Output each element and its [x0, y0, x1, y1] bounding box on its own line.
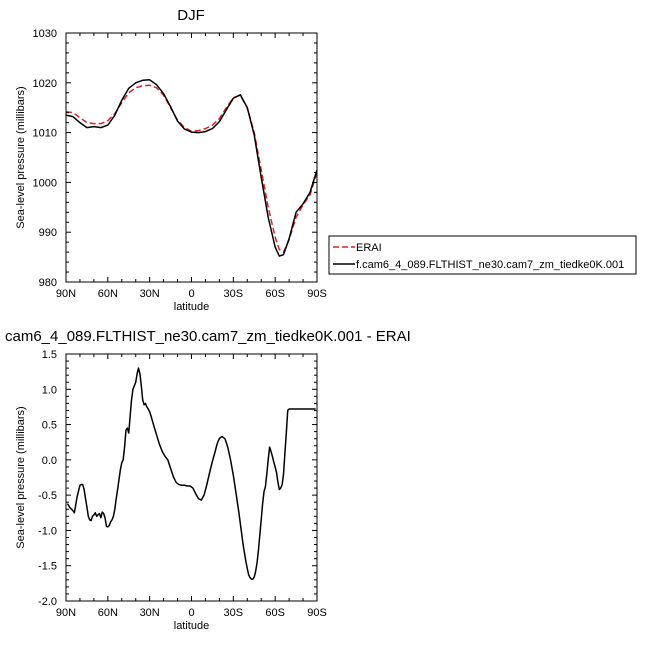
series-line-1	[66, 367, 316, 580]
plot-frame	[65, 32, 318, 283]
legend-label-2: f.cam6_4_089.FLTHIST_ne30.cam7_zm_tiedke…	[356, 259, 624, 271]
y-tick-label: 980	[39, 277, 57, 289]
y-axis-label: Sea-level pressure (millibars)	[15, 86, 27, 228]
x-tick-label: 90N	[56, 607, 76, 619]
y-tick-label: 1020	[33, 78, 57, 90]
y-tick-label: 990	[39, 227, 57, 239]
y-tick-label: -1.0	[38, 525, 57, 537]
x-tick-label: 0	[188, 607, 194, 619]
chart-title: DJF	[177, 7, 205, 24]
y-tick-label: -2.0	[38, 596, 57, 608]
x-tick-label: 90N	[56, 288, 76, 300]
y-tick-label: 1030	[33, 28, 57, 40]
x-tick-label: 60N	[98, 607, 118, 619]
x-tick-label: 60N	[98, 288, 118, 300]
x-tick-label: 60S	[265, 288, 285, 300]
x-tick-label: 90S	[307, 607, 327, 619]
y-tick-label: 1.0	[42, 384, 57, 396]
chart-2: cam6_4_089.FLTHIST_ne30.cam7_zm_tiedke0K…	[5, 328, 411, 632]
series-line-2	[66, 79, 317, 257]
y-axis-label: Sea-level pressure (millibars)	[15, 406, 27, 548]
x-tick-label: 0	[188, 288, 194, 300]
x-tick-label: 60S	[265, 607, 285, 619]
y-tick-label: 1010	[33, 128, 57, 140]
chart-title: cam6_4_089.FLTHIST_ne30.cam7_zm_tiedke0K…	[5, 328, 411, 345]
chart-1: DJF 90N 60N 30N 0 30S 60S 90S 980 990 1000 1010 1020…	[15, 7, 637, 313]
y-tick-label: 0.5	[42, 420, 57, 432]
y-tick-label: -0.5	[38, 490, 57, 502]
x-tick-label: 90S	[307, 288, 327, 300]
legend-box	[328, 235, 637, 275]
y-tick-label: 0.0	[42, 455, 57, 467]
legend: ERAI f.cam6_4_089.FLTHIST_ne30.cam7_zm_ti…	[328, 235, 637, 275]
y-tick-label: 1000	[33, 177, 57, 189]
y-tick-label: -1.5	[38, 561, 57, 573]
x-tick-label: 30S	[224, 288, 244, 300]
legend-label-1: ERAI	[356, 242, 382, 254]
x-tick-label: 30N	[140, 607, 160, 619]
y-tick-label: 1.5	[42, 349, 57, 361]
plot-frame	[65, 353, 318, 602]
x-axis-label: latitude	[174, 620, 209, 632]
x-tick-label: 30N	[140, 288, 160, 300]
series-line-1	[66, 84, 317, 253]
x-tick-label: 30S	[224, 607, 244, 619]
x-axis-label: latitude	[174, 301, 209, 313]
